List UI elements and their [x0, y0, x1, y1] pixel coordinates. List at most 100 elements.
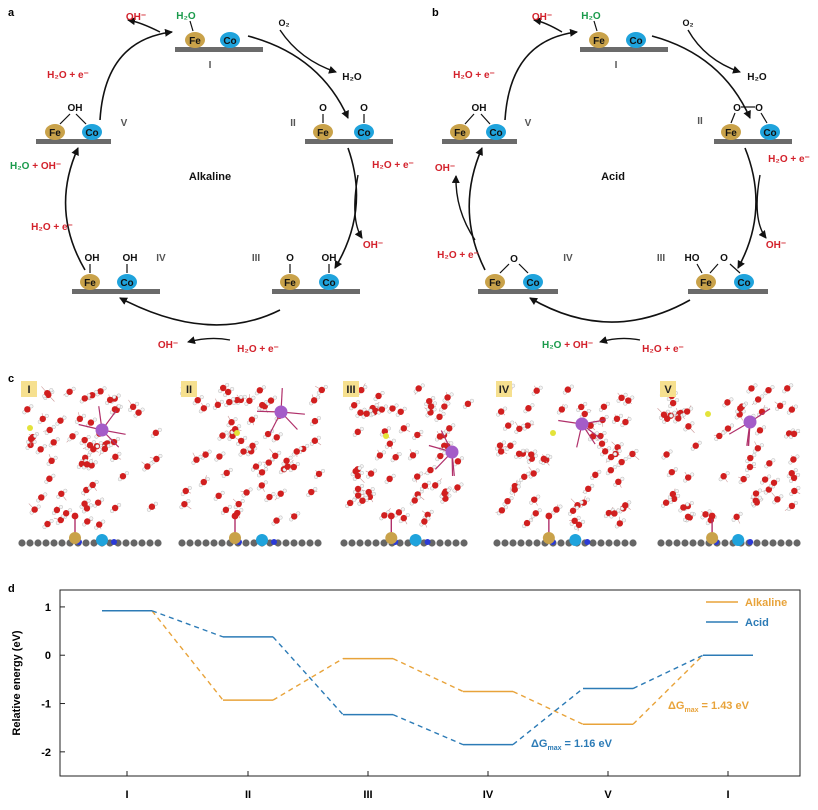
hydrogen-atom — [227, 504, 232, 509]
reagent-a-pair: H₂O + OH⁻ — [10, 161, 61, 172]
carbon-atom — [721, 539, 729, 547]
hydrogen-atom — [88, 503, 93, 508]
transition-connector — [151, 610, 224, 701]
oxygen-atom — [497, 408, 505, 415]
hydrogen-atom — [529, 420, 534, 425]
panel-c-snapshots: I II III IV V — [18, 381, 801, 547]
oxygen-atom — [200, 405, 208, 412]
oxygen-atom — [357, 409, 364, 416]
hydrogen-atom — [370, 487, 375, 492]
hydrogen-atom — [533, 453, 538, 458]
hydrogen-atom — [263, 480, 268, 485]
oxygen-atom — [240, 448, 247, 455]
oxygen-atom — [376, 452, 384, 459]
carbon-atom — [785, 539, 793, 547]
o-adsorbate-b-ii-1: O — [733, 103, 741, 114]
hydrogen-atom — [258, 461, 263, 466]
carbon-atom — [460, 539, 468, 547]
oxygen-atom — [776, 402, 784, 410]
oxygen-atom — [716, 432, 723, 440]
oxygen-atom — [421, 518, 428, 525]
hydrogen-atom — [228, 467, 233, 472]
hydrogen-atom — [89, 516, 94, 521]
oxygen-atom — [733, 513, 740, 521]
hydrogen-atom — [296, 511, 301, 516]
oxygen-atom — [284, 463, 291, 470]
carbon-atom — [194, 539, 202, 547]
reagent-a-h2o-e-1: H₂O + e⁻ — [47, 70, 89, 81]
oh-adsorbate-a-iv-co: OH — [123, 253, 138, 264]
step-label-b-iv: IV — [563, 253, 573, 264]
hydrogen-atom — [770, 385, 775, 390]
o-adsorbate-b-ii-2: O — [755, 103, 763, 114]
hydrogen-atom — [63, 488, 68, 493]
oxygen-atom — [424, 511, 431, 519]
oxygen-atom — [611, 510, 618, 517]
oxygen-atom — [277, 490, 284, 497]
hydrogen-atom — [233, 417, 238, 422]
reagent-b-oh-out-4: OH⁻ — [435, 163, 455, 174]
hydrogen-atom — [618, 413, 623, 418]
reagent-b-pair-plus: + — [561, 340, 572, 351]
oxygen-atom — [569, 507, 577, 514]
oxygen-atom — [354, 428, 361, 436]
o-adsorbate-b-iv: O — [510, 254, 518, 265]
oxygen-atom — [663, 451, 670, 458]
co-atom-b-v — [486, 124, 506, 140]
panel-letter-d: d — [8, 583, 15, 595]
fe-atom-a-iii — [280, 274, 300, 290]
hydrogen-atom — [433, 401, 438, 406]
fe-atom-b-ii — [721, 124, 741, 140]
hydrogen-atom — [796, 472, 801, 477]
fe-label-b-iii: Fe — [700, 278, 712, 289]
water-adsorbate-b-i: H₂O — [581, 11, 601, 22]
hydrogen-atom — [789, 383, 794, 388]
oxygen-atom — [752, 490, 760, 497]
hydrogen-atom — [93, 460, 98, 465]
oxygen-atom — [235, 500, 242, 508]
branch-b-oh-out-3 — [599, 336, 641, 344]
carbon-atom — [597, 539, 605, 547]
hydrogen-atom — [752, 453, 757, 458]
bond-b-v-co — [480, 113, 491, 125]
hydrogen-atom — [590, 483, 595, 488]
delta-g-value: = 1.43 eV — [698, 700, 749, 712]
hydrogen-atom — [419, 429, 424, 434]
hydrogen-atom — [278, 432, 283, 437]
oxygen-atom — [498, 507, 506, 514]
carbon-atom — [34, 539, 42, 547]
step-label-b-i: I — [615, 60, 618, 71]
y-tick-label: -1 — [41, 699, 51, 711]
hydrogen-atom — [278, 515, 283, 520]
hydrogen-atom — [459, 456, 464, 461]
oxygen-atom — [575, 521, 583, 529]
hydrogen-atom — [446, 401, 451, 406]
arc-a-ii-iii — [334, 147, 358, 269]
oxygen-atom — [400, 425, 408, 432]
hydrogen-atom — [627, 417, 632, 422]
o-adsorbate-a-iii: O — [286, 253, 294, 264]
hydrogen-atom — [400, 507, 405, 512]
co-label-b-i: Co — [629, 36, 642, 47]
hydrogen-atom — [33, 433, 38, 438]
oxygen-atom — [746, 463, 754, 471]
oxygen-atom — [770, 479, 778, 486]
hydrogen-atom — [449, 392, 454, 397]
hydrogen-atom — [402, 406, 407, 411]
oxygen-atom — [564, 386, 572, 393]
probe-atom — [383, 433, 389, 439]
carbon-atom — [753, 539, 761, 547]
oxygen-atom — [112, 453, 119, 461]
transition-connector — [632, 654, 704, 725]
hydrogen-atom — [237, 424, 242, 429]
oxygen-atom — [747, 454, 754, 462]
oxygen-atom — [267, 397, 275, 404]
oxygen-atom — [293, 448, 300, 455]
carbon-atom — [282, 539, 290, 547]
hydrogen-atom — [729, 423, 734, 428]
snapshot-badge — [496, 381, 512, 397]
hydrogen-atom — [240, 499, 245, 504]
hydrogen-atom — [230, 386, 235, 391]
snapshot-badge — [21, 381, 37, 397]
co-label-b-v: Co — [489, 128, 502, 139]
